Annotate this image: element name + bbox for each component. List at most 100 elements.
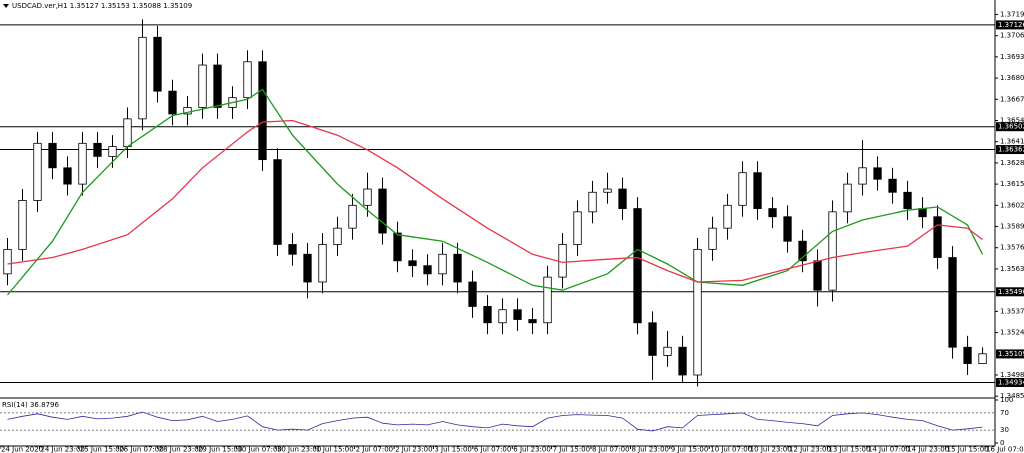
candle-body bbox=[153, 36, 162, 92]
candle-body bbox=[828, 211, 837, 291]
y-tick-label: 1.35760 bbox=[1000, 244, 1024, 252]
candle-body bbox=[198, 64, 207, 108]
y-tick-label: 1.34850 bbox=[1000, 392, 1024, 400]
x-tick-label: 6 Jul 07:00 bbox=[474, 446, 512, 453]
x-tick-label: 1 Jul 15:00 bbox=[316, 446, 354, 453]
candle-body bbox=[108, 146, 117, 157]
y-tick-label: 1.35370 bbox=[1000, 307, 1024, 315]
candle-body bbox=[843, 183, 852, 213]
rsi-tick-label: 0 bbox=[1000, 439, 1004, 447]
y-tick-label: 1.36540 bbox=[1000, 116, 1024, 124]
candle-body bbox=[813, 260, 822, 291]
level-box bbox=[996, 122, 1024, 132]
x-tick-label: 8 Jul 07:00 bbox=[592, 446, 630, 453]
level-box bbox=[996, 377, 1024, 387]
level-box bbox=[996, 20, 1024, 30]
candle-body bbox=[78, 142, 87, 185]
candle-body bbox=[183, 107, 192, 115]
y-tick-label: 1.37190 bbox=[1000, 10, 1024, 18]
candle-body bbox=[273, 159, 282, 245]
x-tick-label: 10 Jul 23:00 bbox=[750, 446, 792, 453]
candle-body bbox=[333, 227, 342, 245]
x-tick-label: 12 Jul 23:00 bbox=[789, 446, 831, 453]
candle-body bbox=[783, 216, 792, 242]
candle-body bbox=[528, 319, 537, 324]
candle-body bbox=[768, 208, 777, 218]
candle-body bbox=[468, 281, 477, 307]
candle-body bbox=[168, 90, 177, 115]
candle-body bbox=[243, 61, 252, 99]
candle-body bbox=[738, 172, 747, 206]
x-tick-label: 30 Jun 07:00 bbox=[237, 446, 281, 453]
candle-body bbox=[918, 208, 927, 218]
candle-body bbox=[3, 248, 12, 275]
candle-body bbox=[48, 142, 57, 169]
x-tick-label: 10 Jul 07:00 bbox=[710, 446, 752, 453]
y-tick-label: 1.37060 bbox=[1000, 32, 1024, 40]
candle-body bbox=[348, 204, 357, 229]
x-tick-label: 14 Jul 07:00 bbox=[868, 446, 910, 453]
y-tick-label: 1.36930 bbox=[1000, 53, 1024, 61]
y-tick-label: 1.36670 bbox=[1000, 95, 1024, 103]
y-tick-label: 1.36410 bbox=[1000, 138, 1024, 146]
y-tick-label: 1.34980 bbox=[1000, 371, 1024, 379]
y-tick-label: 1.36280 bbox=[1000, 159, 1024, 167]
candle-body bbox=[288, 244, 297, 255]
candle-body bbox=[378, 188, 387, 234]
x-tick-label: 13 Jul 15:00 bbox=[828, 446, 870, 453]
candle-body bbox=[33, 142, 42, 201]
rsi-line bbox=[7, 411, 983, 432]
candle-body bbox=[963, 346, 972, 364]
candle-body bbox=[648, 322, 657, 356]
candle-body bbox=[543, 276, 552, 324]
candle-body bbox=[213, 64, 222, 108]
candle-body bbox=[933, 216, 942, 258]
y-tick-label: 1.35630 bbox=[1000, 265, 1024, 273]
current-price-label: 1.35109 bbox=[998, 350, 1024, 358]
y-tick-label: 1.36020 bbox=[1000, 201, 1024, 209]
level-box bbox=[996, 287, 1024, 297]
x-tick-label: 7 Jul 15:00 bbox=[553, 446, 591, 453]
level-label: 1.36362 bbox=[998, 146, 1024, 154]
candle-body bbox=[18, 200, 27, 250]
current-price-box bbox=[996, 349, 1024, 359]
candle-body bbox=[303, 253, 312, 283]
candle-body bbox=[603, 188, 612, 193]
x-tick-label: 24 Jun 23:00 bbox=[40, 446, 84, 453]
moving-average bbox=[7, 119, 983, 283]
x-tick-label: 3 Jul 15:00 bbox=[434, 446, 472, 453]
candle-body bbox=[138, 36, 147, 120]
candle-body bbox=[393, 232, 402, 262]
y-tick-label: 1.35890 bbox=[1000, 223, 1024, 231]
candle-body bbox=[888, 178, 897, 193]
symbol-menu-arrow[interactable] bbox=[3, 4, 9, 8]
rsi-title: RSI(14) 36.8796 bbox=[2, 401, 59, 409]
rsi-tick-label: 100 bbox=[1000, 396, 1013, 404]
candle-body bbox=[498, 309, 507, 324]
candle-body bbox=[63, 167, 72, 185]
candle-body bbox=[948, 257, 957, 348]
moving-average bbox=[7, 88, 984, 296]
candle-body bbox=[903, 191, 912, 209]
x-tick-label: 2 Jul 23:00 bbox=[395, 446, 433, 453]
candle-body bbox=[663, 346, 672, 356]
x-tick-label: 30 Jun 23:00 bbox=[277, 446, 321, 453]
rsi-tick-label: 70 bbox=[1000, 409, 1009, 417]
level-label: 1.36502 bbox=[998, 123, 1024, 131]
candle-body bbox=[588, 191, 597, 213]
candle-body bbox=[678, 346, 687, 376]
rsi-tick-label: 30 bbox=[1000, 426, 1009, 434]
candle-body bbox=[258, 61, 267, 161]
x-tick-label: 28 Jun 23:00 bbox=[159, 446, 203, 453]
candle-body bbox=[708, 227, 717, 250]
candle-body bbox=[633, 208, 642, 324]
x-tick-label: 24 Jun 2020 bbox=[1, 446, 43, 453]
level-box bbox=[996, 145, 1024, 155]
chart-title: USDCAD.ver,H1 1.35127 1.35153 1.35088 1.… bbox=[12, 2, 192, 10]
candle-body bbox=[408, 260, 417, 267]
x-tick-label: 25 Jun 15:00 bbox=[80, 446, 124, 453]
candle-body bbox=[483, 306, 492, 324]
y-tick-label: 1.36150 bbox=[1000, 180, 1024, 188]
